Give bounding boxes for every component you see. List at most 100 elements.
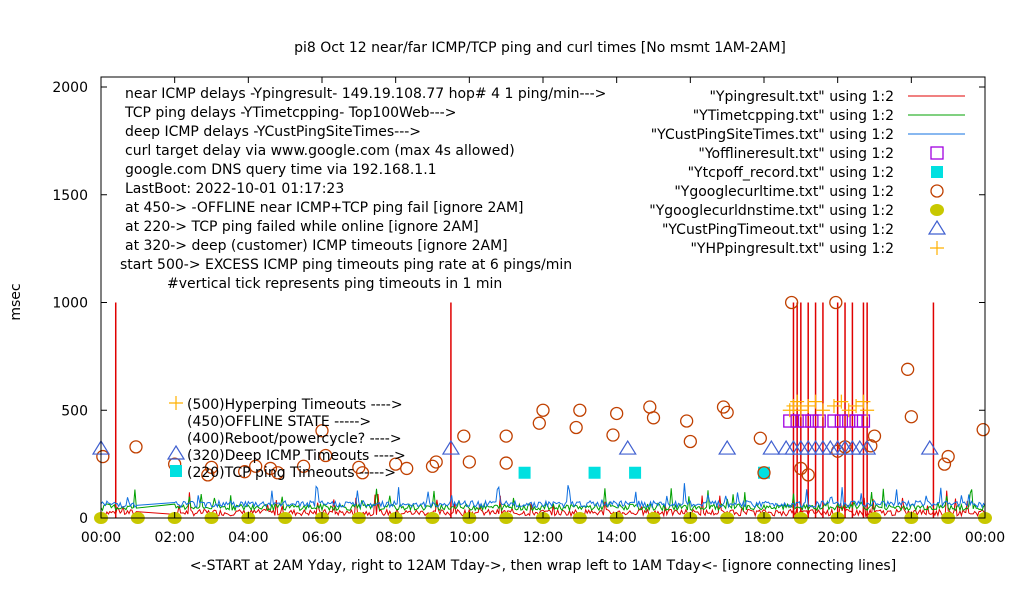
data-point <box>753 431 767 445</box>
legend-label: "Ygooglecurltime.txt" using 1:2 <box>674 184 894 200</box>
data-point <box>683 434 697 449</box>
data-point <box>680 414 694 428</box>
marker-key: (500)Hyperping Timeouts ---->(450)OFFLIN… <box>166 396 406 481</box>
data-point <box>834 414 848 428</box>
data-point <box>646 411 661 425</box>
data-point <box>920 439 939 455</box>
data-point <box>812 414 826 428</box>
x-tick-label: 00:00 <box>81 530 121 546</box>
legend: "Ypingresult.txt" using 1:2 "YTimetcpping… <box>649 89 965 257</box>
x-tick-label: 18:00 <box>744 530 784 546</box>
data-point <box>941 449 955 464</box>
legend-swatch <box>930 184 944 198</box>
note-line: TCP ping delays -YTimetcpping- Top100Web… <box>124 105 456 121</box>
series-line-2 <box>100 483 986 509</box>
data-point <box>249 459 263 473</box>
y-tick-label: 1000 <box>52 296 88 312</box>
legend-swatch <box>930 241 944 255</box>
data-point <box>784 295 799 310</box>
legend-swatch <box>931 166 943 178</box>
data-point <box>201 468 215 482</box>
legend-label: "YCustPingTimeout.txt" using 1:2 <box>662 222 894 238</box>
data-point <box>96 449 110 464</box>
data-point <box>569 420 583 435</box>
data-point <box>793 403 808 418</box>
data-point <box>237 465 252 479</box>
legend-label: "YHPpingresult.txt" using 1:2 <box>690 241 894 257</box>
data-point <box>801 468 815 482</box>
x-tick-label: 04:00 <box>228 530 268 546</box>
chart-title: pi8 Oct 12 near/far ICMP/TCP ping and cu… <box>294 40 786 56</box>
data-point <box>808 394 823 409</box>
series-line-0 <box>100 490 986 518</box>
data-point <box>827 414 841 428</box>
note-line: at 450-> -OFFLINE near ICMP+TCP ping fai… <box>125 200 524 216</box>
data-point <box>758 466 770 479</box>
y-tick-label: 2000 <box>52 80 88 96</box>
marker-key-symbol <box>170 465 182 477</box>
note-line: start 500-> EXCESS ICMP ping timeouts pi… <box>120 257 572 273</box>
data-point <box>263 461 278 476</box>
data-point <box>790 394 805 409</box>
data-point <box>867 429 882 443</box>
data-point <box>815 403 830 418</box>
note-line: deep ICMP delays -YCustPingSiteTimes---> <box>125 124 421 140</box>
legend-label: "Yofflineresult.txt" using 1:2 <box>698 146 894 162</box>
data-point <box>849 414 863 428</box>
legend-label: "Ygooglecurldnstime.txt" using 1:2 <box>649 203 894 219</box>
data-point <box>858 439 877 455</box>
marker-key-symbol <box>169 396 183 410</box>
x-axis-label: <-START at 2AM Yday, right to 12AM Tday-… <box>190 558 896 574</box>
data-point <box>826 398 841 413</box>
x-tick-label: 02:00 <box>154 530 194 546</box>
note-line: google.com DNS query time via 192.168.1.… <box>125 162 437 178</box>
data-point <box>801 398 816 413</box>
data-point <box>573 403 587 417</box>
x-tick-label: 06:00 <box>302 530 342 546</box>
data-point <box>629 466 642 479</box>
data-point <box>610 406 624 421</box>
data-point <box>901 362 915 376</box>
data-point <box>849 398 864 413</box>
y-tick-label: 1500 <box>52 188 88 204</box>
data-point <box>400 461 414 476</box>
data-point <box>355 466 370 480</box>
data-point <box>618 439 637 455</box>
data-point <box>834 394 849 409</box>
data-point <box>536 403 550 417</box>
data-point <box>518 466 531 479</box>
data-point <box>315 424 329 438</box>
data-point <box>718 439 737 455</box>
x-tick-label: 14:00 <box>596 530 636 546</box>
legend-label: "Ytcpoff_record.txt" using 1:2 <box>688 165 894 181</box>
data-point <box>856 414 871 428</box>
note-line: LastBoot: 2022-10-01 01:17:23 <box>125 181 344 197</box>
x-tick-label: 10:00 <box>449 530 489 546</box>
data-point <box>790 414 804 428</box>
y-tick-label: 500 <box>61 403 88 419</box>
data-point <box>532 416 546 430</box>
data-point <box>588 466 601 479</box>
data-point <box>129 440 143 454</box>
data-point <box>425 459 440 473</box>
note-line: near ICMP delays -Ypingresult- 149.19.10… <box>125 86 606 102</box>
plot-frame <box>100 76 986 519</box>
marker-key-symbol <box>166 444 186 460</box>
note-line: at 320-> deep (customer) ICMP timeouts [… <box>125 238 508 254</box>
data-point <box>429 455 443 469</box>
data-point <box>204 460 219 475</box>
data-point <box>271 466 285 480</box>
data-point <box>829 295 843 310</box>
marker-key-label: (500)Hyperping Timeouts ----> <box>187 397 403 413</box>
y-tick-label: 0 <box>79 511 88 527</box>
data-point <box>720 405 734 420</box>
note-line: #vertical tick represents ping timeouts … <box>167 276 502 292</box>
data-point <box>457 429 471 443</box>
note-line: curl target delay via www.google.com (ma… <box>125 143 515 159</box>
marker-key-label: (450)OFFLINE STATE -----> <box>187 414 371 430</box>
axis-ticks: 00:00 02:00 04:00 06:00 08:00 10:00 12:00 14:00… <box>52 77 1005 546</box>
x-tick-label: 00:00 <box>965 530 1005 546</box>
marker-key-label: (320)Deep ICMP Timeouts ----> <box>187 448 406 464</box>
data-point <box>904 410 918 424</box>
